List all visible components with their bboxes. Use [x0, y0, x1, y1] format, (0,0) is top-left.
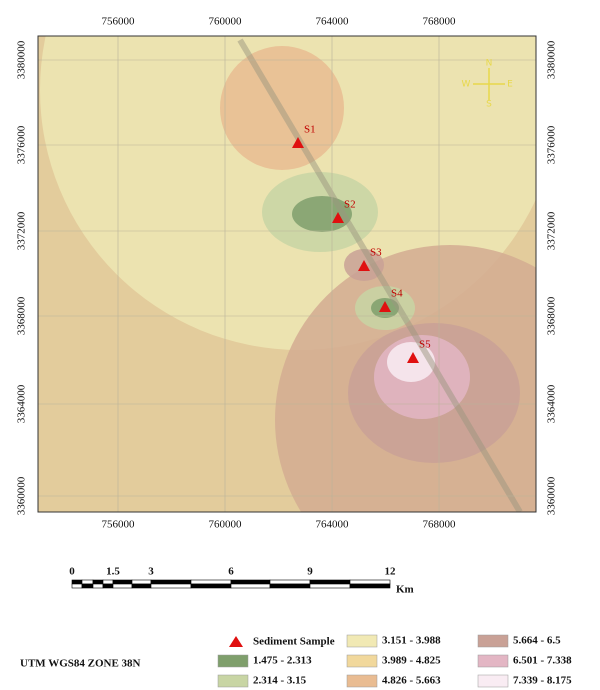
scale-segment	[82, 580, 93, 584]
x-coord-label: 768000	[423, 16, 457, 28]
legend-swatch	[478, 655, 508, 667]
y-coord-label: 3380000	[16, 40, 28, 79]
scale-segment	[93, 580, 103, 584]
y-coord-label: 3368000	[546, 296, 558, 335]
scale-unit: Km	[396, 584, 414, 596]
y-coord-label: 3364000	[546, 384, 558, 423]
legend-label: 3.151 - 3.988	[382, 635, 441, 647]
scale-segment	[113, 584, 132, 588]
sample-label: S3	[370, 247, 382, 259]
scale-tick-label: 12	[385, 566, 397, 578]
scale-segment	[72, 584, 82, 588]
scale-segment	[191, 580, 231, 584]
legend-label: 3.989 - 4.825	[382, 655, 441, 667]
scale-segment	[270, 580, 310, 584]
scale-tick-label: 6	[228, 566, 234, 578]
x-coord-label: 756000	[102, 519, 136, 531]
projection-label: UTM WGS84 ZONE 38N	[20, 658, 141, 670]
x-coord-label: 768000	[423, 519, 457, 531]
scale-segment	[350, 580, 390, 584]
sample-label: S4	[391, 288, 403, 300]
scale-segment	[310, 584, 350, 588]
sample-label: S5	[419, 339, 431, 351]
scale-segment	[231, 580, 270, 584]
legend-label: 4.826 - 5.663	[382, 675, 441, 687]
scale-segment	[132, 580, 151, 584]
scale-segment	[191, 584, 231, 588]
scale-segment	[310, 580, 350, 584]
compass-letter: W	[462, 80, 471, 90]
legend-label: 7.339 - 8.175	[513, 675, 572, 687]
x-coord-label: 764000	[316, 16, 350, 28]
compass-letter: S	[486, 100, 492, 110]
y-coord-label: 3360000	[16, 476, 28, 515]
x-coord-label: 756000	[102, 16, 136, 28]
legend-sample-marker	[229, 636, 243, 647]
scale-tick-label: 0	[69, 566, 75, 578]
legend-label: 6.501 - 7.338	[513, 655, 572, 667]
x-coord-label: 760000	[209, 519, 243, 531]
compass-letter: N	[486, 59, 493, 69]
legend-label: Sediment Sample	[253, 636, 335, 648]
scale-segment	[103, 584, 113, 588]
scale-segment	[103, 580, 113, 584]
scale-segment	[350, 584, 390, 588]
x-coord-label: 760000	[209, 16, 243, 28]
y-coord-label: 3376000	[16, 125, 28, 164]
scale-segment	[151, 584, 191, 588]
scale-segment	[132, 584, 151, 588]
scale-segment	[231, 584, 270, 588]
legend-swatch	[347, 635, 377, 647]
y-coord-label: 3372000	[546, 211, 558, 250]
legend-label: 1.475 - 2.313	[253, 655, 312, 667]
legend-swatch	[478, 675, 508, 687]
x-coord-label: 764000	[316, 519, 350, 531]
scale-segment	[113, 580, 132, 584]
sample-label: S1	[304, 124, 316, 136]
legend-swatch	[478, 635, 508, 647]
legend-swatch	[218, 655, 248, 667]
y-coord-label: 3372000	[16, 211, 28, 250]
legend-label: 5.664 - 6.5	[513, 635, 561, 647]
scale-tick-label: 3	[148, 566, 154, 578]
legend-swatch	[347, 655, 377, 667]
scale-segment	[151, 580, 191, 584]
y-coord-label: 3376000	[546, 125, 558, 164]
scale-segment	[93, 584, 103, 588]
y-coord-label: 3368000	[16, 296, 28, 335]
map-figure: S1S2S3S4S5 75600075600076000076000076400…	[0, 0, 600, 690]
legend-swatch	[347, 675, 377, 687]
legend-label: 2.314 - 3.15	[253, 675, 307, 687]
scale-segment	[72, 580, 82, 584]
scale-segment	[270, 584, 310, 588]
legend-swatch	[218, 675, 248, 687]
sample-label: S2	[344, 199, 356, 211]
y-coord-label: 3360000	[546, 476, 558, 515]
scale-tick-label: 9	[307, 566, 313, 578]
y-coord-label: 3380000	[546, 40, 558, 79]
scale-tick-label: 1.5	[106, 566, 120, 578]
scale-segment	[82, 584, 93, 588]
compass-letter: E	[507, 80, 513, 90]
y-coord-label: 3364000	[16, 384, 28, 423]
